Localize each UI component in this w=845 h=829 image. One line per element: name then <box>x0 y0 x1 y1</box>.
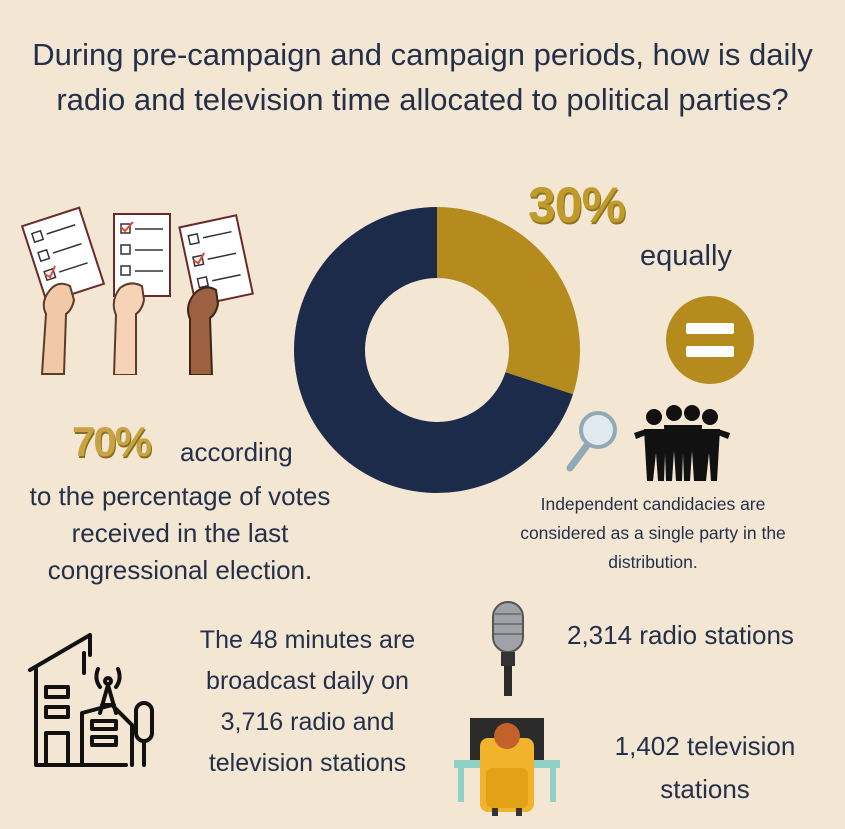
votes-line2: to the percentage of votes <box>29 481 331 511</box>
independent-line3: distribution. <box>608 552 698 572</box>
microphone-icon <box>485 598 533 698</box>
votes-line4: congressional election. <box>47 555 313 585</box>
broadcast-line4: television stations <box>208 749 407 777</box>
magnifying-glass-icon <box>560 408 620 478</box>
radio-stations-label: 2,314 radio stations <box>567 620 794 650</box>
equals-sign-icon <box>665 295 755 385</box>
votes-percent: 70% <box>72 418 152 465</box>
donut-slice-by-votes <box>294 207 574 493</box>
hands-holding-ballots-icon <box>18 200 268 376</box>
broadcast-line2: broadcast daily on <box>206 667 409 695</box>
broadcast-building-icon <box>22 625 167 770</box>
broadcast-line3: 3,716 radio and <box>220 708 395 736</box>
donut-chart-svg <box>294 207 580 493</box>
independent-line2: considered as a single party in the <box>520 523 786 543</box>
tv-stations-line2: stations <box>660 774 750 804</box>
tv-stations-line1: 1,402 television <box>614 731 796 761</box>
person-watching-tv-icon <box>452 712 562 816</box>
page-title: During pre-campaign and campaign periods… <box>32 37 813 117</box>
votes-line1: according <box>180 437 293 467</box>
group-of-people-icon <box>632 403 732 483</box>
votes-line3: received in the last <box>71 518 289 548</box>
donut-slice-equally <box>437 207 580 395</box>
donut-chart <box>292 205 582 495</box>
broadcast-line1: The 48 minutes are <box>199 626 416 654</box>
equal-percent: 30% <box>528 177 626 233</box>
equal-label: equally <box>640 240 732 272</box>
independent-line1: Independent candidacies are <box>540 494 766 514</box>
